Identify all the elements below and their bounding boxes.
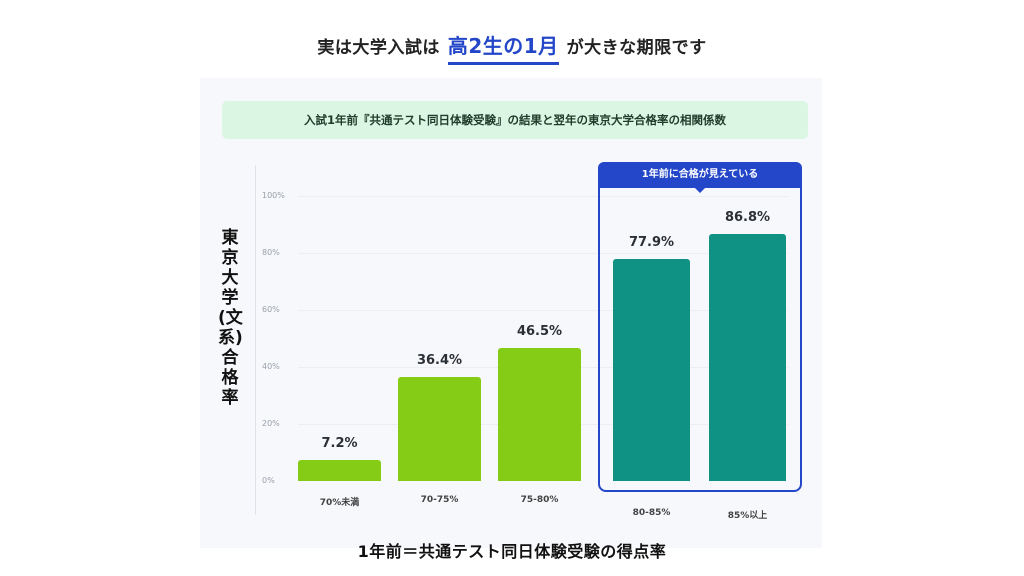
x-axis-label: 1年前＝共通テスト同日体験受験の得点率: [357, 542, 667, 561]
y-tick-60: 60%: [262, 305, 280, 314]
y-tick-100: 100%: [262, 191, 285, 200]
highlight-label: 1年前に合格が見えている: [598, 162, 802, 188]
y-tick-0: 0%: [262, 476, 275, 485]
bar-value-label: 86.8%: [724, 209, 771, 225]
gridline-80: [298, 253, 788, 254]
y-tick-20: 20%: [262, 419, 280, 428]
bar: [298, 460, 381, 481]
bar-value-label: 77.9%: [628, 234, 675, 250]
y-tick-40: 40%: [262, 362, 280, 371]
x-category-label: 85%以上: [727, 511, 768, 521]
highlight-pointer: [694, 187, 706, 193]
x-category-label: 75-80%: [520, 495, 559, 505]
y-axis-label: 東京大学(文系)合格率: [218, 228, 243, 408]
headline-suffix: が大きな期限です: [566, 38, 707, 58]
headline: 実は大学入試は 高2生の1月 が大きな期限です: [0, 30, 1024, 65]
gridline-100: [298, 196, 788, 197]
bar-value-label: 7.2%: [321, 436, 358, 452]
bar: [709, 233, 786, 481]
x-category-label: 70-75%: [420, 495, 459, 505]
chart-title: 入試1年前『共通テスト同日体験受験』の結果と翌年の東京大学合格率の相関係数: [222, 101, 808, 139]
y-tick-80: 80%: [262, 248, 280, 257]
bar-value-label: 46.5%: [516, 324, 563, 340]
bar: [613, 258, 690, 481]
x-category-label: 70%未満: [319, 498, 360, 508]
headline-highlight: 高2生の1月: [447, 30, 559, 65]
bar: [498, 348, 581, 481]
headline-prefix: 実は大学入試は: [317, 38, 440, 58]
gridline-60: [298, 310, 788, 311]
x-category-label: 80-85%: [632, 508, 671, 518]
bar-value-label: 36.4%: [416, 353, 463, 369]
y-axis-divider: [255, 165, 256, 515]
bar: [398, 377, 481, 481]
